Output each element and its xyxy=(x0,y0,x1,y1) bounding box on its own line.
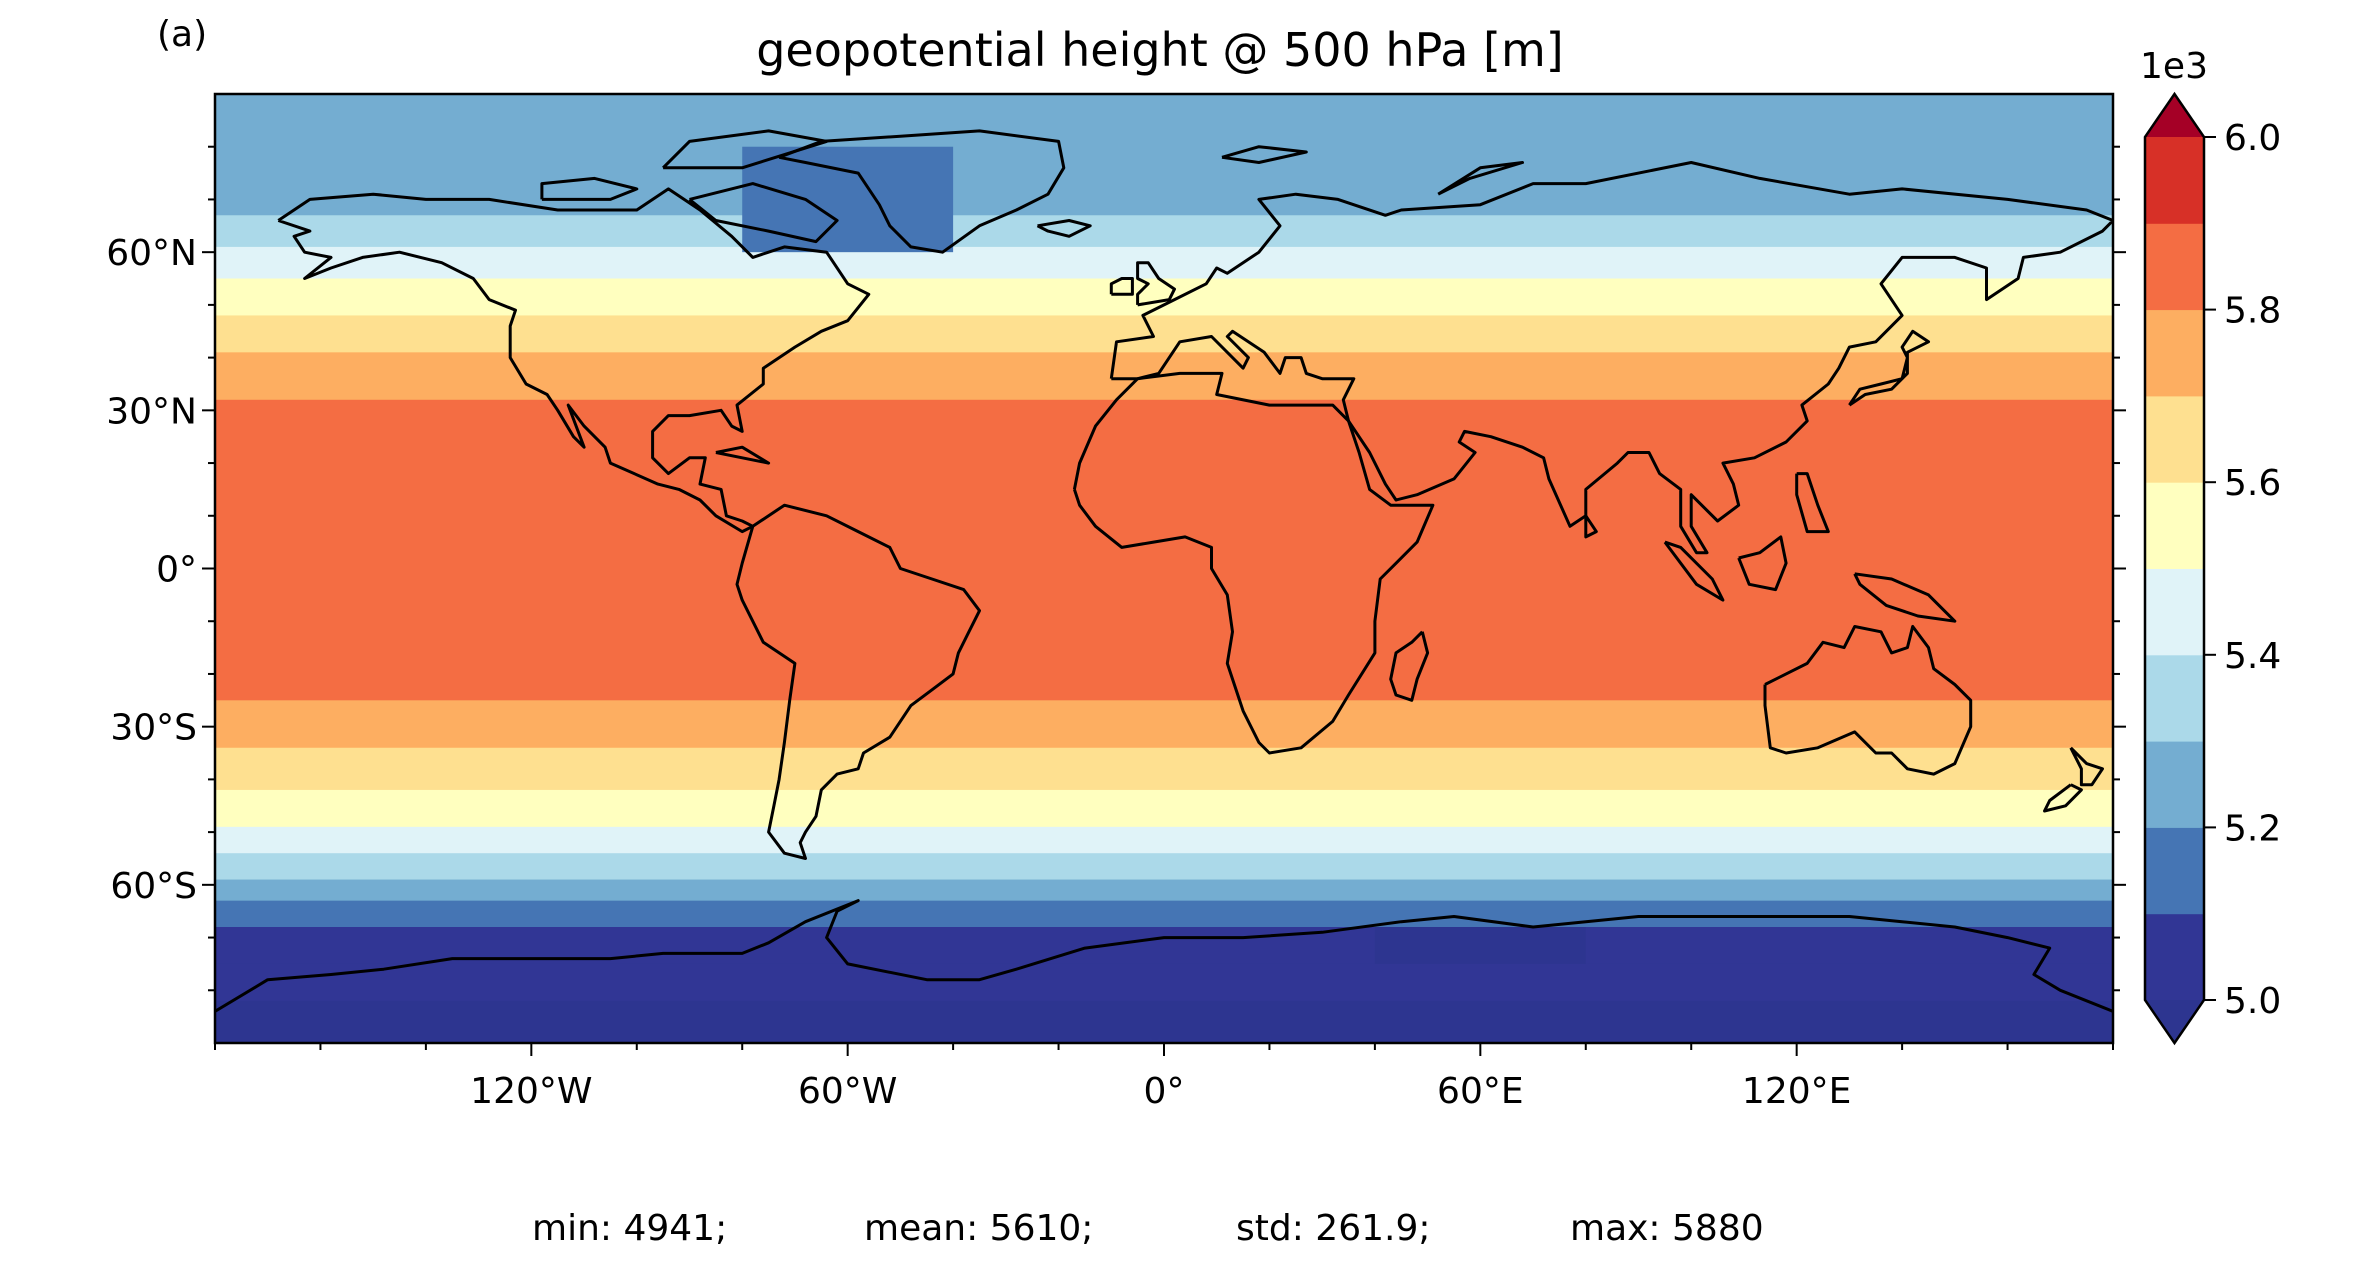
field-band xyxy=(215,700,2113,749)
stat-mean: mean: 5610; xyxy=(864,1208,1093,1249)
coast-ireland xyxy=(1109,277,1134,296)
colorbar-segment xyxy=(2145,654,2204,742)
colorbar-segment xyxy=(2145,137,2204,224)
y-tick-label: 30°S xyxy=(110,708,197,749)
coastlines xyxy=(215,129,2113,1013)
field-band xyxy=(215,879,2113,902)
y-tick-label: 0° xyxy=(156,550,197,591)
coast-new-zealand-south xyxy=(2043,783,2083,813)
field-band xyxy=(215,747,2113,791)
coast-madagascar xyxy=(1389,630,1430,702)
colorbar-segment xyxy=(2145,913,2204,1001)
panel-label: (a) xyxy=(157,14,207,55)
colorbar-tick-labels: 5.0 5.2 5.4 5.6 5.8 6.0 xyxy=(2224,118,2281,1022)
colorbar-tick-label: 6.0 xyxy=(2224,118,2281,159)
coast-eurasia xyxy=(1109,161,2113,555)
coast-svalbard xyxy=(1221,145,1308,164)
field-band xyxy=(215,215,2113,248)
longitude-tick-labels: 120°W 60°W 0° 60°E 120°E xyxy=(470,1071,1851,1112)
x-tick-label: 60°W xyxy=(798,1071,897,1112)
x-tick-label: 120°W xyxy=(470,1071,592,1112)
coast-new-guinea xyxy=(1853,572,1957,623)
coast-new-zealand-north xyxy=(2069,746,2104,787)
field-band xyxy=(215,789,2113,828)
field-patch xyxy=(742,146,954,253)
coast-cuba xyxy=(715,445,771,465)
coast-north-america xyxy=(277,187,871,534)
field-band xyxy=(215,826,2113,854)
coast-australia xyxy=(1763,625,1973,776)
colorbar-multiplier: 1e3 xyxy=(2140,46,2208,87)
coast-antarctica xyxy=(215,899,2113,1013)
coast-greenland xyxy=(778,129,1066,254)
field-band xyxy=(215,278,2113,317)
colorbar-segment xyxy=(2145,223,2204,311)
coast-sumatra xyxy=(1663,540,1725,602)
y-tick-label: 60°S xyxy=(110,866,197,907)
colorbar-ticks xyxy=(2204,136,2216,1001)
colorbar-segment xyxy=(2145,827,2204,915)
colorbar-segment xyxy=(2145,482,2204,569)
field-band xyxy=(215,853,2113,881)
coast-ellesmere xyxy=(662,129,829,170)
field-band xyxy=(215,900,2113,928)
colorbar-tick-label: 5.2 xyxy=(2224,808,2281,849)
colorbar-tick-label: 5.8 xyxy=(2224,291,2281,332)
field-bands xyxy=(215,94,2113,1043)
stat-max: max: 5880 xyxy=(1570,1208,1764,1249)
coast-borneo xyxy=(1737,535,1788,592)
map-plot: 120°W 60°W 0° 60°E 120°E 60°N 30°N 0° 30… xyxy=(106,92,2126,1112)
coast-novaya-zemlya xyxy=(1437,161,1524,196)
coast-iceland xyxy=(1036,219,1092,238)
colorbar-segment xyxy=(2145,741,2204,828)
colorbar: 1e3 5.0 5.2 5.4 5.6 5.8 6.0 xyxy=(2140,46,2281,1046)
coast-uk xyxy=(1136,261,1176,307)
stat-min: min: 4941; xyxy=(532,1208,727,1249)
field-band xyxy=(215,136,2113,216)
colorbar-segments xyxy=(2143,91,2206,1046)
chart-title: geopotential height @ 500 hPa [m] xyxy=(756,23,1564,77)
field-patch xyxy=(215,963,2113,1001)
coast-victoria-island xyxy=(540,176,639,201)
coast-south-america xyxy=(735,503,981,860)
colorbar-segment xyxy=(2145,395,2204,483)
coast-baffin xyxy=(688,182,839,244)
colorbar-under-arrow xyxy=(2145,1000,2204,1043)
y-tick-label: 60°N xyxy=(106,233,197,274)
summary-stats: min: 4941; mean: 5610; std: 261.9; max: … xyxy=(532,1208,1764,1249)
field-band xyxy=(215,399,2113,701)
coast-philippines xyxy=(1795,472,1830,534)
y-tick-label: 30°N xyxy=(106,391,197,432)
colorbar-tick-label: 5.0 xyxy=(2224,981,2281,1022)
field-band xyxy=(215,94,2113,137)
coast-africa xyxy=(1072,371,1435,755)
field-band xyxy=(215,315,2113,353)
coast-sri-lanka xyxy=(1584,514,1598,539)
x-tick-label: 0° xyxy=(1144,1071,1185,1112)
colorbar-segment xyxy=(2145,309,2204,397)
colorbar-segment xyxy=(2145,568,2204,656)
colorbar-over-arrow xyxy=(2145,94,2204,137)
map-ticks xyxy=(202,145,2126,1056)
stat-std: std: 261.9; xyxy=(1236,1208,1430,1249)
latitude-tick-labels: 60°N 30°N 0° 30°S 60°S xyxy=(106,233,197,907)
field-band xyxy=(215,246,2113,280)
x-tick-label: 60°E xyxy=(1437,1071,1524,1112)
colorbar-tick-label: 5.6 xyxy=(2224,463,2281,504)
colorbar-tick-label: 5.4 xyxy=(2224,636,2281,677)
x-tick-label: 120°E xyxy=(1742,1071,1851,1112)
coast-japan xyxy=(1848,329,1930,407)
